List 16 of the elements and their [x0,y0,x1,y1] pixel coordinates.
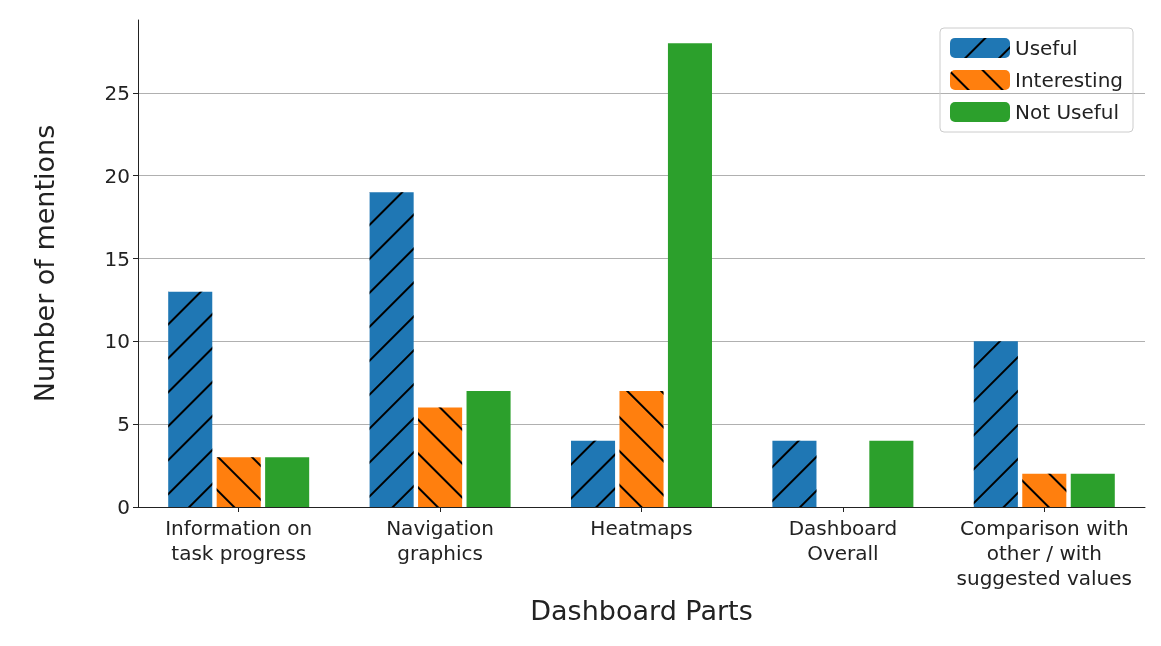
y-tick-label: 15 [104,246,130,271]
x-tick-label: Heatmaps [590,515,693,540]
y-axis-title: Number of mentions [29,124,60,403]
y-tick-label: 25 [104,80,130,105]
y-tick-label: 20 [104,163,130,188]
x-tick-label: Dashboard Overall [788,515,898,565]
x-axis-title: Dashboard Parts [530,595,753,626]
x-tick-label: Navigation graphics [386,515,495,565]
legend-label: Not Useful [1015,100,1120,124]
x-tick-label: Comparison with other / with suggested values [956,515,1133,590]
y-tick-label: 10 [104,329,130,354]
x-tick-label: Information on task progress [165,515,313,565]
y-tick-label: 0 [117,495,130,519]
legend-label: Interesting [1015,68,1123,92]
legend-label: Useful [1015,36,1078,60]
y-tick-label: 5 [117,412,130,437]
